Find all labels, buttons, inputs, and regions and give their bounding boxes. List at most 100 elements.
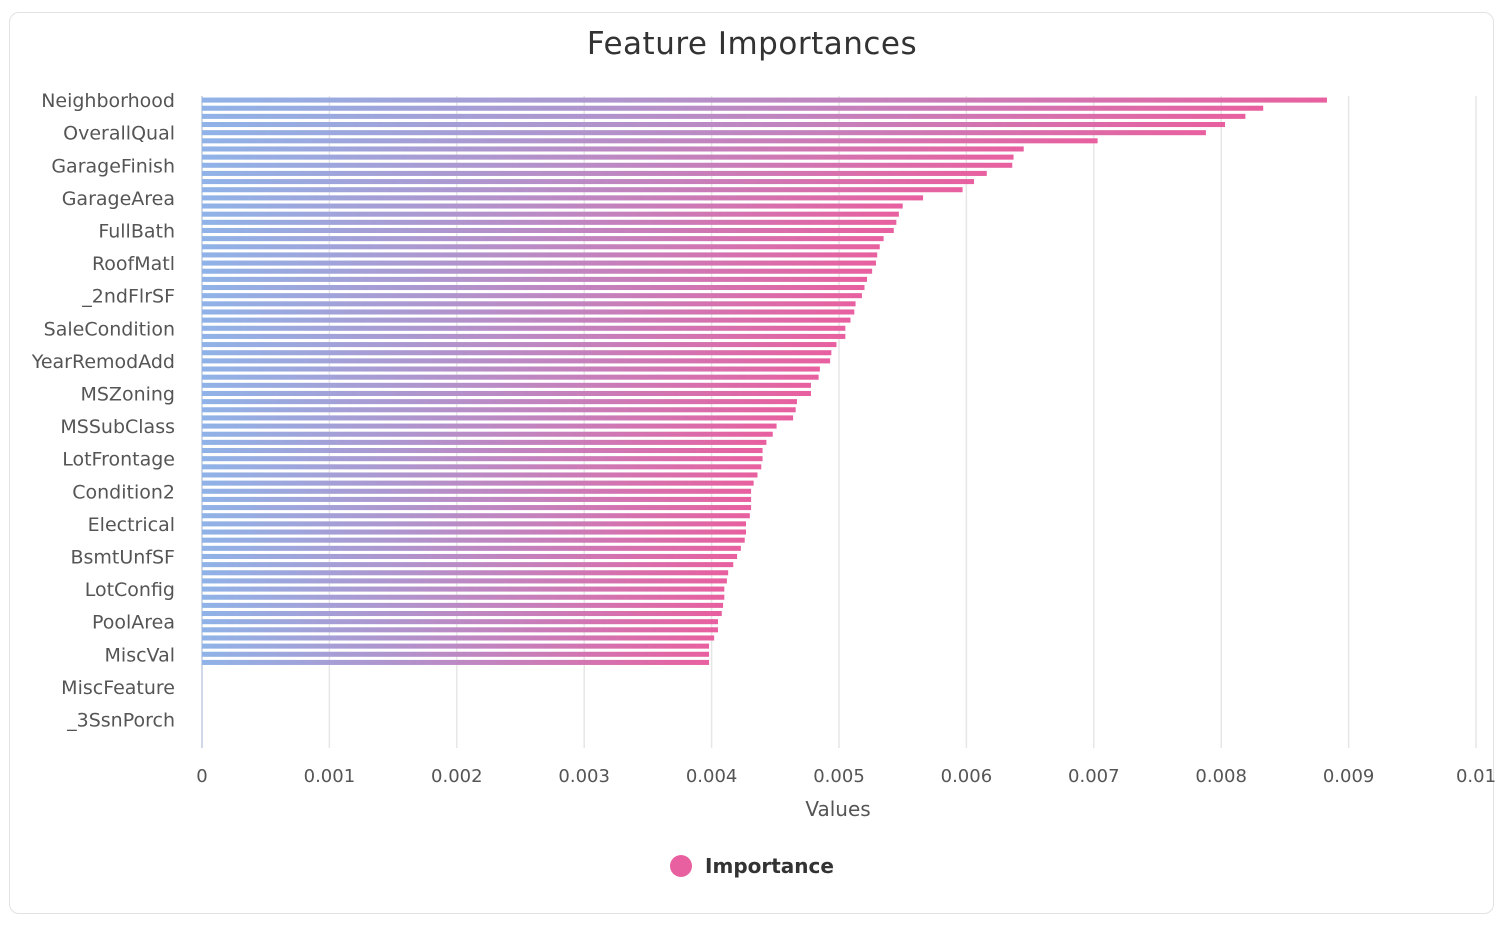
y-tick-label: YearRemodAdd: [31, 351, 175, 373]
bar[interactable]: [202, 227, 894, 234]
bar[interactable]: [202, 121, 1226, 128]
bar[interactable]: [202, 382, 811, 388]
bar[interactable]: [202, 562, 734, 568]
y-tick-label: GarageFinish: [51, 155, 175, 177]
bar[interactable]: [202, 407, 796, 413]
bar[interactable]: [202, 154, 1014, 160]
bar[interactable]: [202, 627, 718, 633]
legend[interactable]: Importance: [0, 854, 1504, 878]
bar[interactable]: [202, 366, 820, 372]
bar[interactable]: [202, 252, 878, 258]
y-tick-label: PoolArea: [92, 612, 175, 634]
bar[interactable]: [202, 553, 738, 560]
bar[interactable]: [202, 170, 987, 176]
bar[interactable]: [202, 350, 832, 356]
bar[interactable]: [202, 358, 831, 364]
bar[interactable]: [202, 619, 718, 625]
y-tick-label: Neighborhood: [41, 90, 175, 112]
bar[interactable]: [202, 464, 762, 470]
bar[interactable]: [202, 423, 777, 429]
bar[interactable]: [202, 643, 710, 649]
y-tick-label: MSZoning: [80, 383, 175, 405]
bar[interactable]: [202, 309, 855, 315]
y-tick-label: _2ndFlrSF: [81, 286, 175, 308]
bar[interactable]: [202, 301, 856, 307]
bar[interactable]: [202, 529, 746, 535]
y-tick-label: Condition2: [72, 481, 175, 503]
bar[interactable]: [202, 545, 741, 551]
bar[interactable]: [202, 431, 773, 437]
bar[interactable]: [202, 651, 710, 657]
bar[interactable]: [202, 268, 873, 274]
bar[interactable]: [202, 146, 1024, 152]
bar[interactable]: [202, 578, 727, 584]
bar[interactable]: [202, 317, 851, 323]
bar[interactable]: [202, 260, 876, 266]
y-tick-label: MiscVal: [105, 644, 175, 666]
bar[interactable]: [202, 187, 963, 193]
bar[interactable]: [202, 203, 903, 209]
bar[interactable]: [202, 130, 1206, 136]
y-tick-label: GarageArea: [62, 188, 175, 210]
bar[interactable]: [202, 342, 837, 348]
bar[interactable]: [202, 488, 752, 494]
bar[interactable]: [202, 439, 767, 445]
bar[interactable]: [202, 496, 752, 502]
bar[interactable]: [202, 594, 725, 600]
legend-marker: [670, 855, 693, 877]
bar[interactable]: [202, 325, 846, 331]
bar[interactable]: [202, 236, 884, 242]
bar[interactable]: [202, 333, 846, 339]
bar[interactable]: [202, 447, 763, 454]
bar[interactable]: [202, 276, 868, 282]
bar[interactable]: [202, 521, 746, 527]
x-tick-label: 0.002: [431, 766, 483, 787]
x-tick-label: 0.001: [304, 766, 356, 787]
bar[interactable]: [202, 602, 724, 608]
bar[interactable]: [202, 586, 725, 592]
bar[interactable]: [202, 415, 794, 421]
bar[interactable]: [202, 390, 811, 397]
y-tick-label: SaleCondition: [44, 318, 175, 340]
bar[interactable]: [202, 179, 975, 185]
x-tick-label: 0.01: [1456, 766, 1496, 787]
bar[interactable]: [202, 513, 750, 519]
bar[interactable]: [202, 456, 763, 462]
bar[interactable]: [202, 138, 1098, 144]
bar[interactable]: [202, 635, 715, 641]
x-tick-label: 0.003: [558, 766, 610, 787]
legend-label-importance: Importance: [705, 854, 834, 878]
bar[interactable]: [202, 219, 897, 225]
bar[interactable]: [202, 399, 797, 405]
y-tick-label: _3SsnPorch: [66, 709, 175, 731]
y-tick-label: RoofMatl: [92, 253, 175, 275]
bar[interactable]: [202, 162, 1013, 168]
bar[interactable]: [202, 537, 745, 543]
bar[interactable]: [202, 610, 722, 617]
bar[interactable]: [202, 97, 1327, 103]
bar[interactable]: [202, 374, 819, 380]
chart-title: Feature Importances: [586, 26, 918, 62]
bar[interactable]: [202, 505, 752, 511]
bar[interactable]: [202, 659, 710, 665]
x-tick-label: 0.004: [686, 766, 738, 787]
y-tick-label: OverallQual: [63, 123, 175, 145]
x-tick-label: 0.007: [1068, 766, 1120, 787]
bar[interactable]: [202, 105, 1264, 111]
x-axis-label: Values: [805, 797, 870, 821]
x-tick-label: 0.005: [813, 766, 865, 787]
x-tick-label: 0: [196, 766, 207, 787]
x-tick-label: 0.006: [941, 766, 993, 787]
y-tick-label: Electrical: [88, 514, 175, 536]
bar[interactable]: [202, 244, 880, 250]
bar[interactable]: [202, 472, 758, 478]
bar[interactable]: [202, 293, 862, 299]
bar[interactable]: [202, 284, 865, 291]
bar[interactable]: [202, 113, 1246, 119]
bar[interactable]: [202, 195, 924, 201]
bar[interactable]: [202, 570, 729, 576]
y-tick-label: MSSubClass: [60, 416, 175, 438]
bar[interactable]: [202, 211, 899, 217]
bar[interactable]: [202, 480, 754, 486]
